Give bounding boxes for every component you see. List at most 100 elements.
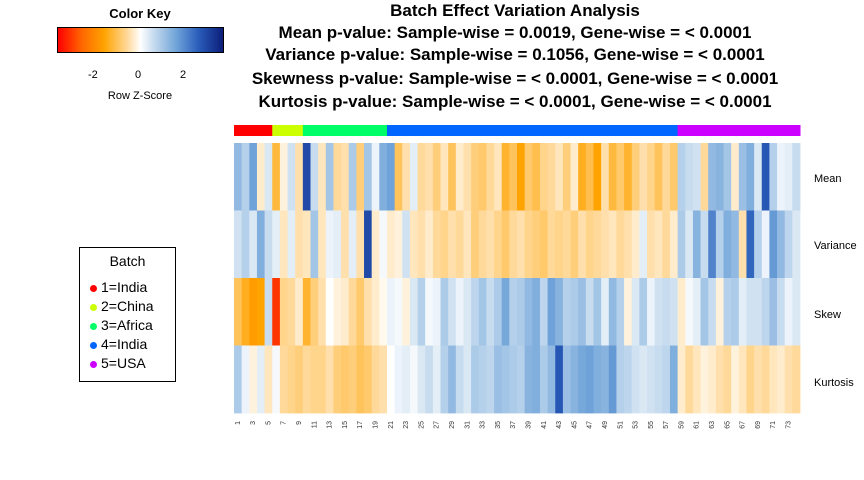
- heatmap-cell: [494, 345, 503, 414]
- heatmap-cell: [295, 278, 304, 346]
- heatmap-cell: [555, 278, 564, 346]
- legend-label: 3=Africa: [101, 317, 153, 333]
- heatmap-cell: [654, 143, 663, 211]
- x-tick-label: 1: [235, 421, 242, 425]
- x-tick-label: 17: [357, 421, 364, 429]
- heatmap-cell: [264, 278, 273, 346]
- batch-color-bar-segment: [386, 125, 679, 136]
- heatmap-cell: [784, 278, 793, 346]
- heatmap-cell: [669, 345, 679, 414]
- heatmap-cell: [379, 210, 388, 279]
- heatmap-cell: [364, 143, 373, 211]
- heatmap-cell: [425, 278, 434, 346]
- heatmap-cell: [241, 143, 250, 211]
- heatmap-cell: [356, 210, 365, 279]
- heatmap-cell: [539, 143, 548, 211]
- heatmap-cell: [432, 278, 441, 346]
- heatmap-cell: [677, 143, 686, 211]
- legend-label: 5=USA: [101, 355, 146, 371]
- heatmap-cell: [517, 210, 526, 279]
- x-tick-label: 7: [281, 421, 288, 425]
- heatmap-cell: [287, 143, 296, 211]
- heatmap-cell: [501, 210, 510, 279]
- heatmap-cell: [624, 278, 633, 346]
- heatmap-cell: [708, 278, 717, 346]
- x-tick-label: 19: [373, 421, 380, 429]
- heatmap-cell: [578, 345, 587, 414]
- heatmap-cell: [409, 278, 418, 346]
- heatmap-cell: [486, 143, 495, 211]
- heatmap-cell: [654, 278, 663, 346]
- heatmap-cell: [310, 143, 319, 211]
- color-key-tick: -2: [88, 69, 98, 81]
- heatmap-cell: [417, 278, 426, 346]
- heatmap-cell: [777, 345, 786, 414]
- heatmap-cell: [524, 143, 533, 211]
- heatmap-cell: [662, 210, 671, 279]
- legend-item: 3=Africa: [90, 317, 153, 333]
- heatmap-cell: [547, 143, 556, 211]
- heatmap-cell: [562, 143, 571, 211]
- x-tick-label: 55: [648, 421, 655, 429]
- heatmap-cell: [769, 143, 778, 211]
- heatmap-cell: [440, 345, 449, 414]
- heatmap-cell: [279, 345, 288, 414]
- heatmap-cell: [593, 210, 602, 279]
- x-tick-label: 41: [541, 421, 548, 429]
- heatmap-cell: [348, 278, 357, 346]
- heatmap-cell: [440, 143, 449, 211]
- heatmap-cell: [364, 345, 373, 414]
- heatmap-cell: [570, 143, 579, 211]
- heatmap-cell: [348, 345, 357, 414]
- heatmap-cell: [662, 345, 671, 414]
- heatmap-cell: [471, 345, 480, 414]
- heatmap-cell: [318, 278, 327, 346]
- heatmap-cell: [700, 210, 709, 279]
- heatmap-cell: [302, 345, 311, 414]
- heatmap-cell: [715, 278, 724, 346]
- heatmap-cell: [524, 278, 533, 346]
- heatmap-cell: [341, 210, 350, 279]
- heatmap-cell: [402, 143, 411, 211]
- heatmap-cell: [287, 210, 296, 279]
- heatmap-cell: [555, 345, 564, 414]
- heatmap-cell: [639, 345, 648, 414]
- heatmap-cell: [302, 143, 311, 211]
- heatmap-cell: [333, 278, 342, 346]
- heatmap-cell: [318, 345, 327, 414]
- x-tick-label: 49: [602, 421, 609, 429]
- heatmap-cell: [746, 143, 755, 211]
- heatmap-cell: [616, 278, 625, 346]
- heatmap-cell: [310, 345, 319, 414]
- heatmap-cell: [547, 278, 556, 346]
- heatmap-cell: [517, 345, 526, 414]
- heatmap-cell: [471, 143, 480, 211]
- heatmap-cell: [555, 143, 564, 211]
- heatmap-cell: [295, 345, 304, 414]
- heatmap-cell: [754, 278, 763, 346]
- heatmap-cell: [432, 210, 441, 279]
- heatmap-cell: [524, 210, 533, 279]
- heatmap-cell: [631, 345, 640, 414]
- heatmap-cell: [723, 345, 732, 414]
- legend-item: 2=China: [90, 298, 154, 314]
- heatmap-cell: [379, 278, 388, 346]
- heatmap-cell: [647, 210, 656, 279]
- heatmap-cell: [241, 345, 250, 414]
- heatmap-cell: [371, 143, 380, 211]
- x-tick-label: 15: [342, 421, 349, 429]
- heatmap-cell: [585, 345, 594, 414]
- heatmap-cell: [654, 345, 663, 414]
- heatmap-cell: [272, 210, 281, 279]
- heatmap-cell: [486, 210, 495, 279]
- heatmap-cell: [455, 143, 464, 211]
- heatmap-cell: [792, 143, 801, 211]
- x-tick-label: 71: [770, 421, 777, 429]
- heatmap-cell: [616, 345, 625, 414]
- heatmap-cell: [593, 345, 602, 414]
- heatmap-cell: [448, 143, 457, 211]
- x-tick-label: 31: [464, 421, 471, 429]
- heatmap-cell: [708, 345, 717, 414]
- heatmap-cell: [654, 210, 663, 279]
- heatmap-cell: [409, 345, 418, 414]
